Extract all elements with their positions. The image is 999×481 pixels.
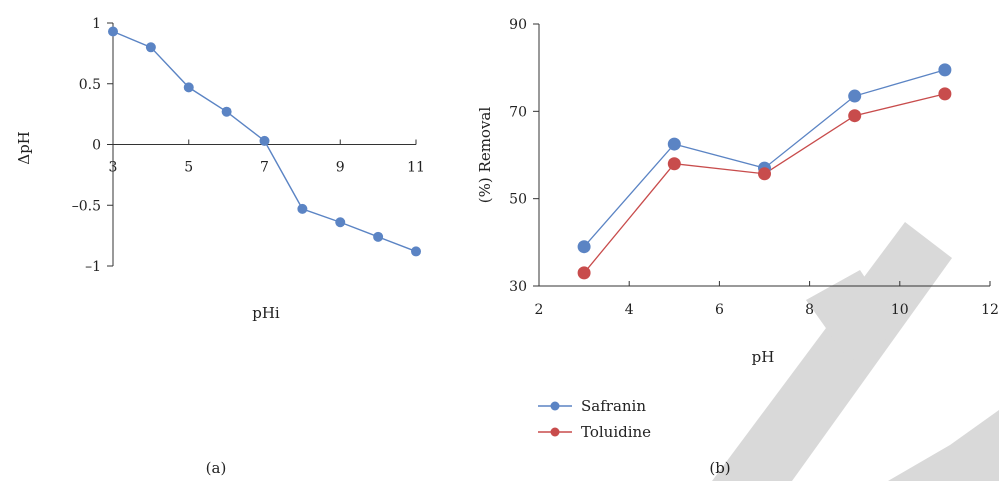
chart-b-data-point-safranin [577,240,591,254]
chart-b: 90 70 50 30 2 4 6 8 10 12 pH (%) Removal (b) Safr… [476,17,999,477]
chart-b-data-point-toluidine [667,157,681,171]
chart-a-axes: 1 0.5 0 –0.5 –1 3 5 7 9 11 [72,16,425,275]
chart-a-ylabel: ΔpH [15,131,33,165]
chart-a-y-tick-label: –1 [85,259,101,275]
chart-a-data-point [259,135,270,146]
chart-b-xlabel: pH [752,348,775,366]
chart-a-data-point [373,231,384,242]
chart-b-x-tick-label: 6 [715,302,724,318]
watermark-stroke-1 [712,222,952,481]
chart-a-y-tick-label: 0.5 [79,77,101,93]
chart-b-y-tick-label: 30 [509,279,527,295]
chart-b-legend: Safranin Toluidine [538,397,651,441]
chart-a-x-tick-label: 9 [336,160,345,176]
chart-b-x-tick-label: 2 [535,302,544,318]
chart-b-x-tick-label: 4 [625,302,634,318]
chart-a-data-point [145,42,156,53]
watermark [712,222,999,481]
chart-a-y-tick-label: 1 [92,16,101,32]
chart-a-data-point [297,203,308,214]
chart-a-data-point [183,82,194,93]
chart-b-points-layer [577,63,952,280]
chart-a-x-tick-label: 5 [184,160,193,176]
chart-b-y-tick-label: 70 [509,104,527,120]
chart-b-y-tick-label: 50 [509,192,527,208]
chart-b-x-tick-label: 8 [805,302,814,318]
chart-a-panel-label: (a) [206,459,227,477]
chart-b-data-point-toluidine [758,167,771,181]
chart-b-x-tick-label: 10 [891,302,909,318]
chart-b-panel-label: (b) [709,459,730,477]
legend-label-toluidine: Toluidine [581,423,651,441]
chart-b-data-point-safranin [667,137,681,151]
chart-b-data-point-toluidine [848,109,862,123]
chart-a-data-point [335,217,346,228]
chart-b-ylabel: (%) Removal [476,107,494,204]
chart-b-axes: 90 70 50 30 2 4 6 8 10 12 [509,17,999,318]
chart-b-data-point-toluidine [938,87,952,101]
chart-a: 1 0.5 0 –0.5 –1 3 5 7 9 11 pHi ΔpH (a) [15,16,425,477]
legend-label-safranin: Safranin [581,397,646,415]
chart-a-data-point [221,106,232,117]
chart-b-data-point-toluidine [577,266,591,280]
watermark-stroke-2 [888,410,999,481]
chart-b-y-tick-label: 90 [509,17,527,33]
chart-a-points-layer [108,26,421,257]
chart-b-x-tick-label: 12 [981,302,999,318]
chart-b-series-line-safranin [583,69,946,248]
chart-a-x-tick-label: 3 [109,160,118,176]
chart-b-data-point-safranin [938,63,952,77]
chart-a-xlabel: pHi [252,304,280,322]
chart-a-y-tick-label: 0 [92,138,101,154]
chart-a-y-tick-label: –0.5 [72,198,101,214]
chart-a-x-tick-label: 11 [407,160,425,176]
legend-marker-safranin [550,401,560,411]
watermark-stroke-3 [806,270,900,362]
chart-b-data-point-safranin [848,89,862,103]
chart-a-data-point [108,26,118,37]
chart-a-x-tick-label: 7 [260,160,269,176]
chart-a-data-point [411,246,421,257]
legend-marker-toluidine [550,427,560,437]
